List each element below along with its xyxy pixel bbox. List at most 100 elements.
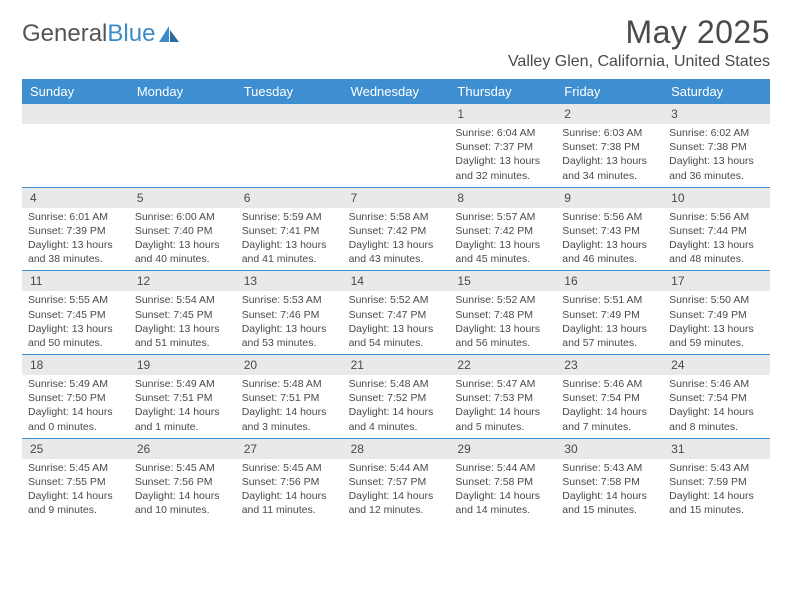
sunrise-line: Sunrise: 5:43 AM: [562, 461, 657, 475]
calendar-day: 24Sunrise: 5:46 AMSunset: 7:54 PMDayligh…: [663, 355, 770, 438]
calendar-body: 1Sunrise: 6:04 AMSunset: 7:37 PMDaylight…: [22, 104, 770, 521]
calendar-day: 4Sunrise: 6:01 AMSunset: 7:39 PMDaylight…: [22, 188, 129, 271]
day-number: 24: [663, 355, 770, 375]
sunset-line: Sunset: 7:43 PM: [562, 224, 657, 238]
daylight-line: Daylight: 13 hours and 32 minutes.: [455, 154, 550, 182]
day-number: 26: [129, 439, 236, 459]
weekday-header-row: SundayMondayTuesdayWednesdayThursdayFrid…: [22, 79, 770, 104]
day-details: Sunrise: 5:44 AMSunset: 7:58 PMDaylight:…: [449, 459, 556, 522]
daylight-line: Daylight: 14 hours and 8 minutes.: [669, 405, 764, 433]
sunrise-line: Sunrise: 5:53 AM: [242, 293, 337, 307]
day-details: Sunrise: 6:02 AMSunset: 7:38 PMDaylight:…: [663, 124, 770, 187]
day-details: Sunrise: 5:48 AMSunset: 7:52 PMDaylight:…: [343, 375, 450, 438]
day-number: 12: [129, 271, 236, 291]
calendar-day: 13Sunrise: 5:53 AMSunset: 7:46 PMDayligh…: [236, 271, 343, 354]
daylight-line: Daylight: 14 hours and 12 minutes.: [349, 489, 444, 517]
calendar-day: 5Sunrise: 6:00 AMSunset: 7:40 PMDaylight…: [129, 188, 236, 271]
sunrise-line: Sunrise: 5:49 AM: [135, 377, 230, 391]
daylight-line: Daylight: 14 hours and 15 minutes.: [669, 489, 764, 517]
sunrise-line: Sunrise: 5:44 AM: [349, 461, 444, 475]
sunrise-line: Sunrise: 5:54 AM: [135, 293, 230, 307]
day-details: Sunrise: 5:57 AMSunset: 7:42 PMDaylight:…: [449, 208, 556, 271]
day-number: 23: [556, 355, 663, 375]
sunset-line: Sunset: 7:51 PM: [242, 391, 337, 405]
sunset-line: Sunset: 7:44 PM: [669, 224, 764, 238]
day-details: Sunrise: 5:58 AMSunset: 7:42 PMDaylight:…: [343, 208, 450, 271]
sunrise-line: Sunrise: 5:48 AM: [242, 377, 337, 391]
calendar-day: 12 Sunrise: 5:54 AMSunset: 7:45 PMDayligh…: [129, 271, 236, 354]
day-details: Sunrise: 5:50 AMSunset: 7:49 PMDaylight:…: [663, 291, 770, 354]
calendar-week: 25Sunrise: 5:45 AMSunset: 7:55 PMDayligh…: [22, 439, 770, 522]
calendar-day: 31Sunrise: 5:43 AMSunset: 7:59 PMDayligh…: [663, 439, 770, 522]
weekday-header: Friday: [556, 79, 663, 104]
sunset-line: Sunset: 7:38 PM: [669, 140, 764, 154]
day-number: 17: [663, 271, 770, 291]
calendar-day-empty: [343, 104, 450, 187]
calendar-day: 11Sunrise: 5:55 AMSunset: 7:45 PMDayligh…: [22, 271, 129, 354]
calendar-day: 18Sunrise: 5:49 AMSunset: 7:50 PMDayligh…: [22, 355, 129, 438]
weekday-header: Saturday: [663, 79, 770, 104]
weekday-header: Wednesday: [343, 79, 450, 104]
day-number: 29: [449, 439, 556, 459]
sunrise-line: Sunrise: 5:52 AM: [455, 293, 550, 307]
calendar-day: 29Sunrise: 5:44 AMSunset: 7:58 PMDayligh…: [449, 439, 556, 522]
sunrise-line: Sunrise: 5:52 AM: [349, 293, 444, 307]
sunrise-line: Sunrise: 5:45 AM: [242, 461, 337, 475]
daylight-line: Daylight: 13 hours and 59 minutes.: [669, 322, 764, 350]
calendar-day: 19Sunrise: 5:49 AMSunset: 7:51 PMDayligh…: [129, 355, 236, 438]
calendar-day: 9Sunrise: 5:56 AMSunset: 7:43 PMDaylight…: [556, 188, 663, 271]
daylight-line: Daylight: 14 hours and 3 minutes.: [242, 405, 337, 433]
calendar-day-empty: [129, 104, 236, 187]
sunset-line: Sunset: 7:38 PM: [562, 140, 657, 154]
calendar-day: 21Sunrise: 5:48 AMSunset: 7:52 PMDayligh…: [343, 355, 450, 438]
logo-text-blue: Blue: [107, 20, 155, 48]
day-number: 22: [449, 355, 556, 375]
day-details: [129, 124, 236, 182]
sunset-line: Sunset: 7:42 PM: [349, 224, 444, 238]
day-details: Sunrise: 5:53 AMSunset: 7:46 PMDaylight:…: [236, 291, 343, 354]
day-details: Sunrise: 5:56 AMSunset: 7:44 PMDaylight:…: [663, 208, 770, 271]
day-number: [236, 104, 343, 124]
sunset-line: Sunset: 7:51 PM: [135, 391, 230, 405]
daylight-line: Daylight: 13 hours and 46 minutes.: [562, 238, 657, 266]
daylight-line: Daylight: 13 hours and 51 minutes.: [135, 322, 230, 350]
sunset-line: Sunset: 7:56 PM: [135, 475, 230, 489]
daylight-line: Daylight: 14 hours and 9 minutes.: [28, 489, 123, 517]
sunset-line: Sunset: 7:55 PM: [28, 475, 123, 489]
day-details: Sunrise: 5:43 AMSunset: 7:59 PMDaylight:…: [663, 459, 770, 522]
day-number: 21: [343, 355, 450, 375]
day-details: Sunrise: 6:04 AMSunset: 7:37 PMDaylight:…: [449, 124, 556, 187]
calendar-day: 22Sunrise: 5:47 AMSunset: 7:53 PMDayligh…: [449, 355, 556, 438]
day-details: [343, 124, 450, 182]
sunrise-line: Sunrise: 5:57 AM: [455, 210, 550, 224]
sunset-line: Sunset: 7:56 PM: [242, 475, 337, 489]
daylight-line: Daylight: 13 hours and 48 minutes.: [669, 238, 764, 266]
daylight-line: Daylight: 13 hours and 56 minutes.: [455, 322, 550, 350]
day-details: Sunrise: 5:44 AMSunset: 7:57 PMDaylight:…: [343, 459, 450, 522]
day-details: Sunrise: 5:55 AMSunset: 7:45 PMDaylight:…: [22, 291, 129, 354]
daylight-line: Daylight: 13 hours and 43 minutes.: [349, 238, 444, 266]
sunset-line: Sunset: 7:57 PM: [349, 475, 444, 489]
daylight-line: Daylight: 13 hours and 41 minutes.: [242, 238, 337, 266]
sunset-line: Sunset: 7:45 PM: [28, 308, 123, 322]
calendar-day: 23Sunrise: 5:46 AMSunset: 7:54 PMDayligh…: [556, 355, 663, 438]
calendar-day: 1Sunrise: 6:04 AMSunset: 7:37 PMDaylight…: [449, 104, 556, 187]
daylight-line: Daylight: 13 hours and 54 minutes.: [349, 322, 444, 350]
sunrise-line: Sunrise: 6:04 AM: [455, 126, 550, 140]
day-details: Sunrise: 5:45 AMSunset: 7:55 PMDaylight:…: [22, 459, 129, 522]
day-number: 1: [449, 104, 556, 124]
day-details: Sunrise: 5:49 AMSunset: 7:51 PMDaylight:…: [129, 375, 236, 438]
daylight-line: Daylight: 14 hours and 0 minutes.: [28, 405, 123, 433]
day-details: Sunrise: 5:47 AMSunset: 7:53 PMDaylight:…: [449, 375, 556, 438]
day-details: Sunrise: 5:46 AMSunset: 7:54 PMDaylight:…: [556, 375, 663, 438]
sunrise-line: Sunrise: 6:00 AM: [135, 210, 230, 224]
day-number: 31: [663, 439, 770, 459]
sunset-line: Sunset: 7:45 PM: [135, 308, 230, 322]
day-number: 3: [663, 104, 770, 124]
calendar-day: 7Sunrise: 5:58 AMSunset: 7:42 PMDaylight…: [343, 188, 450, 271]
daylight-line: Daylight: 14 hours and 1 minute.: [135, 405, 230, 433]
day-number: [343, 104, 450, 124]
day-number: 16: [556, 271, 663, 291]
sunset-line: Sunset: 7:52 PM: [349, 391, 444, 405]
day-details: [22, 124, 129, 182]
